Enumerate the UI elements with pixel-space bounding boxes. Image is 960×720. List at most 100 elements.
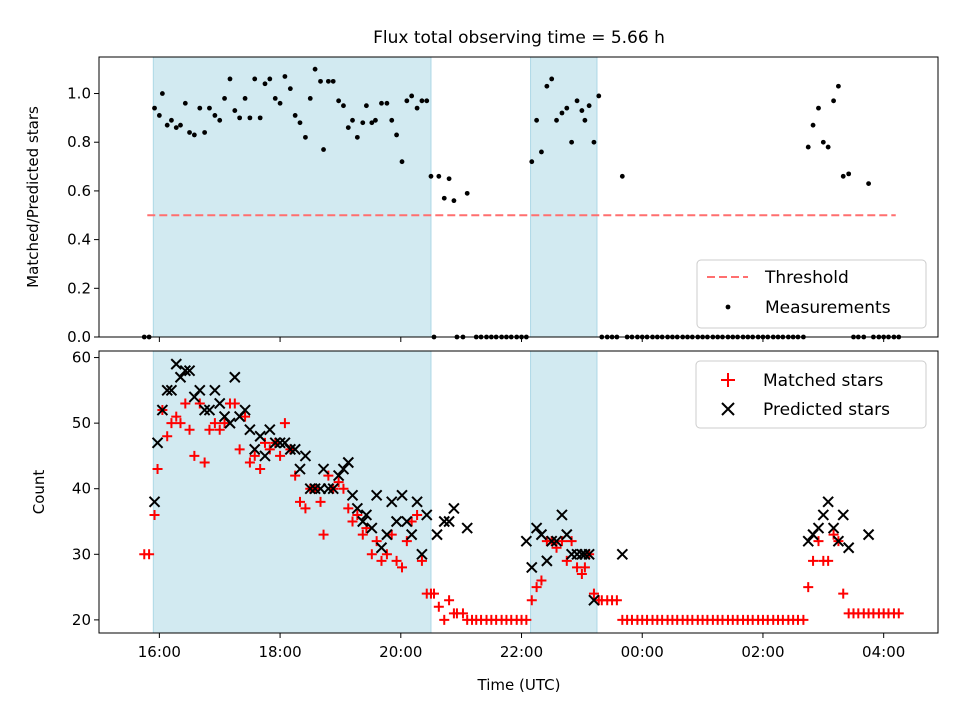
matched-star-point <box>366 549 377 560</box>
matched-star-point <box>397 562 408 573</box>
predicted-star-point <box>174 371 187 383</box>
measurement-point <box>825 144 831 150</box>
measurement-point <box>836 83 841 89</box>
bot-shaded-interval <box>152 350 432 634</box>
measurement-point <box>187 130 192 135</box>
measurement-point <box>242 95 248 101</box>
predicted-star-point <box>545 535 558 547</box>
measurement-point <box>178 122 183 128</box>
predicted-star-point <box>443 515 455 528</box>
x-tick-label: 00:00 <box>621 643 664 661</box>
predicted-star-point <box>390 515 403 528</box>
measurement-point <box>579 108 585 113</box>
matched-star-point <box>300 503 311 514</box>
predicted-star-point <box>448 502 460 515</box>
measurement-point <box>534 117 540 123</box>
bottom-y-axis-label: Count <box>30 470 48 515</box>
predicted-star-point <box>322 483 335 495</box>
measurement-point <box>424 98 430 104</box>
matched-star-point <box>259 437 270 448</box>
x-tick-label: 22:00 <box>500 643 543 661</box>
count-points <box>139 358 904 625</box>
measurement-point <box>325 78 331 84</box>
measurement-point <box>831 98 836 104</box>
matched-star-point <box>406 516 417 527</box>
top-axes-frame <box>98 56 939 338</box>
measurement-point <box>805 144 811 150</box>
measurement-point <box>212 113 218 118</box>
predicted-star-point <box>556 509 568 521</box>
matched-star-point <box>229 398 240 409</box>
predicted-star-point <box>438 515 450 528</box>
legend-predicted-label: Predicted stars <box>763 400 890 420</box>
top-shaded-intervals <box>152 56 598 338</box>
predicted-star-point <box>294 463 306 475</box>
predicted-star-point <box>264 423 276 436</box>
measurement-point <box>419 98 425 104</box>
matched-star-point <box>318 529 329 540</box>
predicted-star-point <box>812 522 825 534</box>
matched-star-point <box>152 464 163 475</box>
matched-star-point <box>566 536 577 547</box>
measurement-point <box>409 93 415 99</box>
matched-star-point <box>352 509 363 520</box>
predicted-star-point <box>832 535 845 547</box>
predicted-star-point <box>357 515 369 528</box>
legend-matched-swatch <box>721 373 735 387</box>
measurement-point <box>252 76 258 82</box>
matched-star-point <box>209 418 220 429</box>
predicted-star-point <box>342 456 354 469</box>
predicted-star-point <box>411 496 423 508</box>
x-tick-label: 02:00 <box>741 643 784 661</box>
matched-star-point <box>526 595 537 606</box>
measurement-point <box>404 98 410 104</box>
measurement-point <box>363 103 369 109</box>
measurement-point <box>820 139 826 145</box>
top-y-axis-label: Matched/Predicted stars <box>24 106 42 288</box>
matched-star-point <box>376 555 387 566</box>
matched-star-point <box>808 555 819 566</box>
predicted-star-point <box>862 528 875 541</box>
matched-star-point <box>175 418 186 429</box>
legend-matched-label: Matched stars <box>763 371 883 391</box>
matched-star-point <box>828 529 839 540</box>
predicted-star-point <box>386 496 398 508</box>
predicted-star-point <box>317 463 330 475</box>
top-y-tick-label: 0.8 <box>67 133 91 151</box>
predicted-star-point <box>827 522 840 534</box>
predicted-star-point <box>401 515 413 528</box>
predicted-star-point <box>249 443 261 456</box>
bot-y-tick-label: 20 <box>72 611 91 629</box>
predicted-star-point <box>802 535 814 547</box>
predicted-star-point <box>616 548 629 561</box>
predicted-star-point <box>165 384 178 397</box>
matched-star-point <box>439 614 450 625</box>
predicted-star-point <box>239 404 251 416</box>
predicted-star-point <box>259 450 271 462</box>
measurement-point <box>569 139 575 145</box>
matched-star-point <box>204 424 215 435</box>
measurement-point <box>564 105 570 111</box>
legend-predicted-swatch <box>721 402 735 416</box>
matched-star-point <box>275 450 286 461</box>
predicted-star-point <box>161 384 173 397</box>
measurement-point <box>529 159 535 165</box>
measurement-point <box>446 176 452 182</box>
predicted-star-point <box>170 358 182 370</box>
ratio-panel: 0.0 0.2 0.4 0.6 0.8 1.0 Matched/Predicted sta… <box>24 56 939 346</box>
matched-star-point <box>166 418 177 429</box>
measurement-point <box>846 171 852 177</box>
predicted-star-point <box>203 404 216 416</box>
measurement-point <box>207 105 212 111</box>
measurement-point <box>282 74 288 79</box>
measurement-point <box>441 195 447 201</box>
matched-star-point <box>893 608 904 619</box>
matched-star-point <box>199 457 210 468</box>
matched-star-point <box>813 536 824 547</box>
bottom-shaded-intervals <box>152 350 598 634</box>
top-y-tick-label: 0.2 <box>67 279 91 297</box>
measurement-point <box>586 103 592 109</box>
measurement-point <box>596 93 602 99</box>
predicted-star-point <box>431 528 443 541</box>
matched-star-point <box>536 575 547 586</box>
